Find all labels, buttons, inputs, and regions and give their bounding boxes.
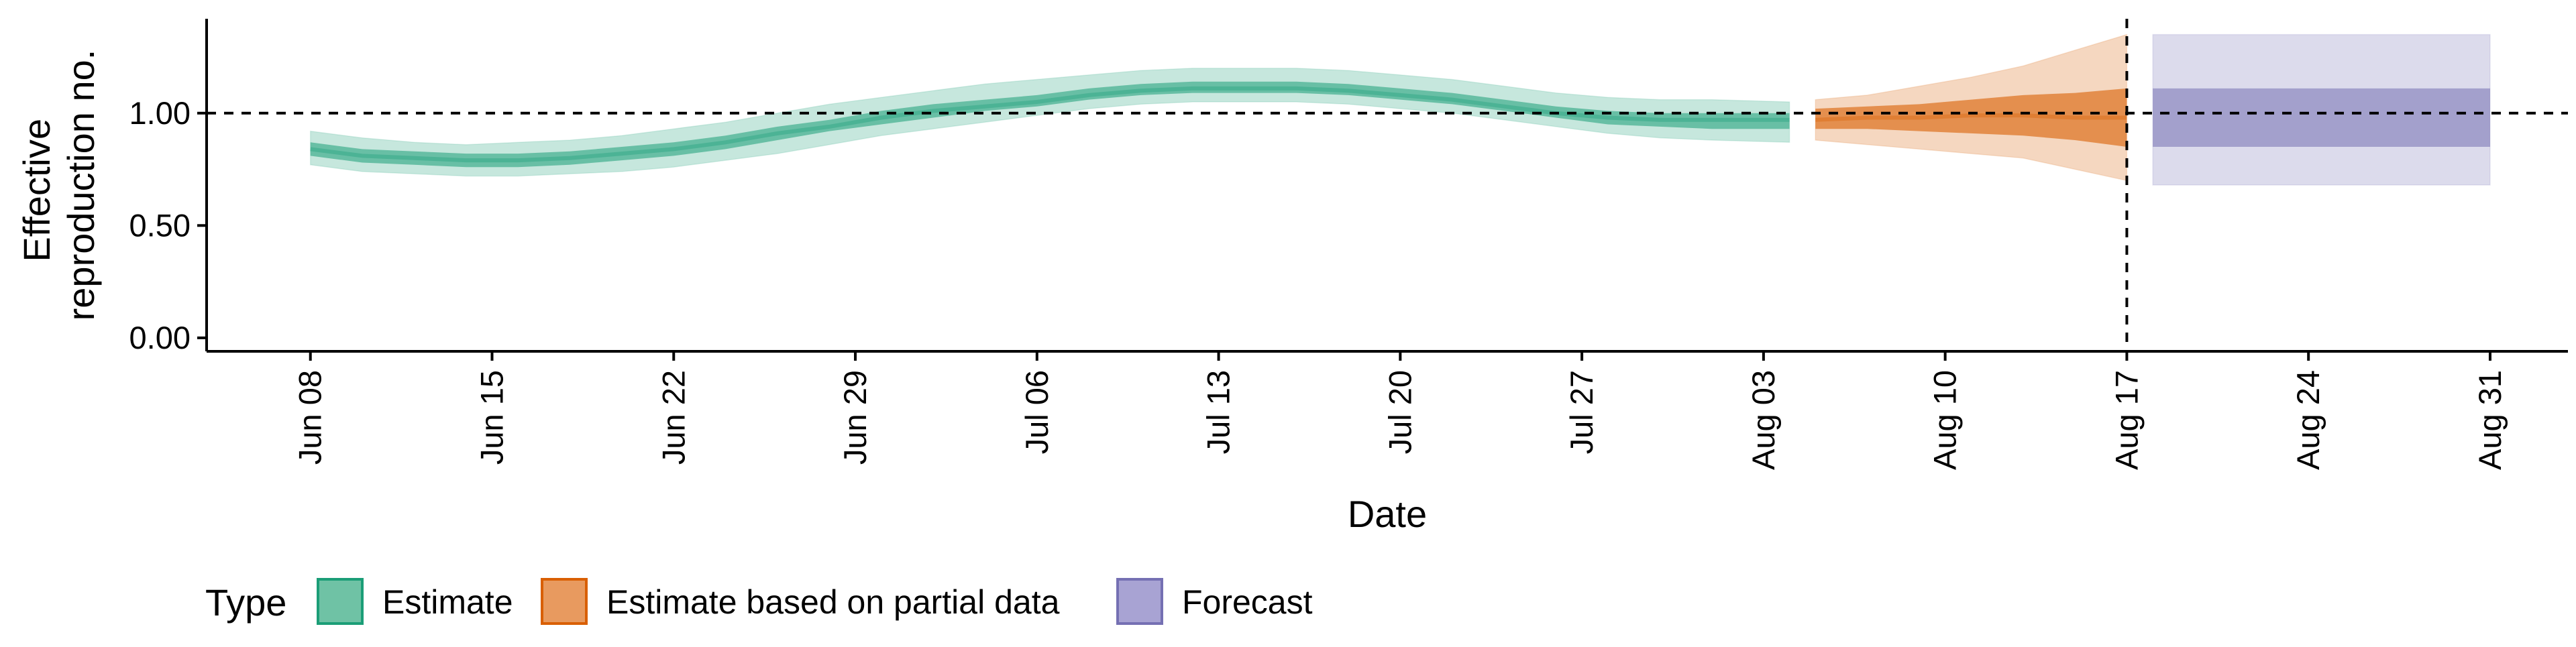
legend-key-forecast: [1116, 578, 1163, 625]
x-ticks: Jun 08 Jun 15 Jun 22 Jun 29 Jul 06 Jul 13 Jul …: [292, 351, 2508, 470]
x-tick-label: Aug 17: [2108, 370, 2144, 470]
legend: Type Estimate Estimate based on partial d…: [205, 578, 1313, 625]
x-axis-title: Date: [1348, 493, 1427, 535]
band-inner-estimate-based-on-partial-data: [1815, 88, 2127, 147]
y-tick-label: 0.50: [129, 207, 191, 243]
legend-entries: Estimate Estimate based on partial data Fo…: [317, 578, 1313, 625]
legend-key-estimate-based-on-partial-data: [541, 578, 588, 625]
x-tick-label: Jun 15: [474, 370, 509, 465]
legend-label-estimate-based-on-partial-data: Estimate based on partial data: [606, 583, 1060, 621]
legend-key-estimate: [317, 578, 364, 625]
x-tick-label: Jul 06: [1019, 370, 1055, 454]
y-axis-title: Effective reproduction no.: [15, 50, 102, 321]
legend-label-forecast: Forecast: [1182, 583, 1313, 621]
median-line-estimate: [310, 86, 1790, 163]
x-tick-label: Aug 31: [2472, 370, 2508, 470]
reference-lines: [207, 19, 2568, 351]
legend-label-estimate: Estimate: [382, 583, 513, 621]
y-tick-label: 1.00: [129, 95, 191, 131]
band-inner-forecast: [2153, 88, 2490, 147]
legend-title: Type: [205, 581, 286, 624]
y-axis-title-line-1: Effective: [15, 119, 58, 262]
axes: [205, 19, 2568, 353]
x-tick-label: Jun 29: [837, 370, 873, 465]
x-tick-label: Jun 08: [292, 370, 328, 465]
x-tick-label: Aug 24: [2290, 370, 2326, 470]
median-line-estimate-based-on-partial-data: [1815, 113, 2127, 122]
x-tick-label: Jul 13: [1201, 370, 1236, 454]
x-tick-label: Aug 10: [1927, 370, 1963, 470]
x-tick-label: Aug 03: [1746, 370, 1781, 470]
y-ticks: 0.00 0.50 1.00: [129, 95, 207, 355]
y-axis-title-line-2: reproduction no.: [60, 50, 102, 321]
band-inner-estimate: [310, 81, 1790, 168]
x-tick-label: Jul 20: [1382, 370, 1417, 454]
x-tick-label: Jul 27: [1564, 370, 1599, 454]
x-tick-label: Jun 22: [655, 370, 691, 465]
bands-layer: [309, 34, 2491, 186]
y-tick-label: 0.00: [129, 320, 191, 355]
